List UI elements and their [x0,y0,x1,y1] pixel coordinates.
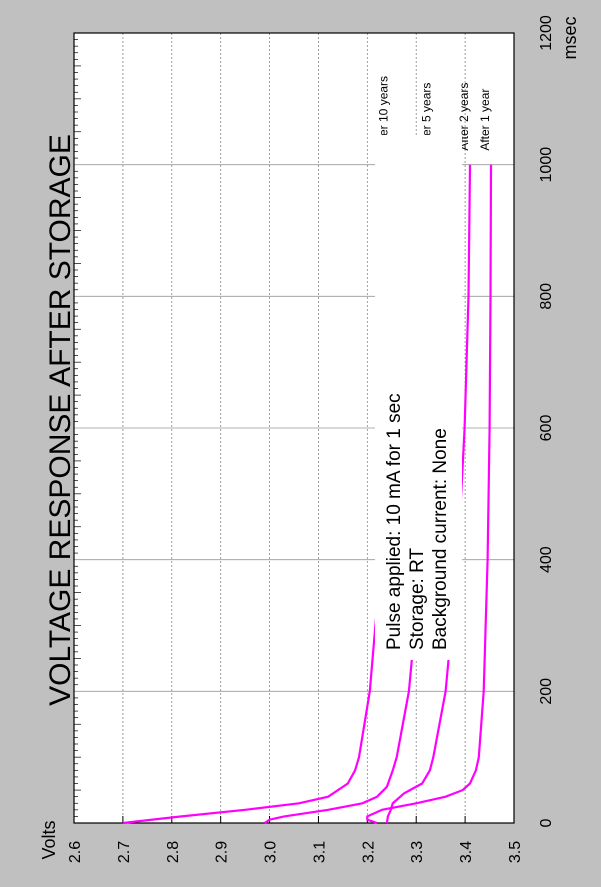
series-line [385,164,472,824]
series-label: After 1 year [478,89,492,151]
x-axis-label: msec [560,16,580,59]
x-tick-label: 800 [538,283,555,310]
y-tick-label: 2.8 [165,841,182,863]
x-tick-label: 1000 [538,147,555,183]
y-tick-label: 3.5 [507,841,524,863]
x-tick-label: 0 [538,818,555,827]
y-tick-label: 3.3 [409,841,426,863]
chart-title: VOLTAGE RESPONSE AFTER STORAGE [44,134,77,706]
series-label: After 5 years [419,83,433,151]
series-label: After 2 years [457,83,471,151]
x-tick-label: 600 [538,415,555,442]
annotation-line-1: Pulse applied: 10 mA for 1 sec [384,393,405,650]
axis-ticks [73,32,515,824]
y-tick-label: 2.6 [67,841,84,863]
y-tick-label: 3.1 [311,841,328,863]
series-label: After 10 years [376,76,390,151]
y-tick-label: 2.9 [214,841,231,863]
x-tick-label: 1200 [538,15,555,51]
tick-labels: 0 200 400 600 800 1000 1200 3.5 3.4 3.3 3.2 3.1 3.0 2… [67,15,555,863]
y-axis-label: Volts [39,820,59,859]
y-tick-label: 3.0 [263,841,280,863]
annotation-line-2: Storage: RT [407,548,428,650]
pulse-annotation: Pulse applied: 10 mA for 1 sec Storage: … [375,135,462,660]
y-tick-label: 3.4 [458,841,475,863]
annotation-background [375,135,462,660]
x-tick-label: 400 [538,546,555,573]
plot-border [73,32,515,824]
annotation-line-3: Background current: None [430,428,451,650]
y-tick-label: 2.7 [116,841,133,863]
x-tick-label: 200 [538,678,555,705]
y-tick-label: 3.2 [360,841,377,863]
series-line [366,164,493,825]
